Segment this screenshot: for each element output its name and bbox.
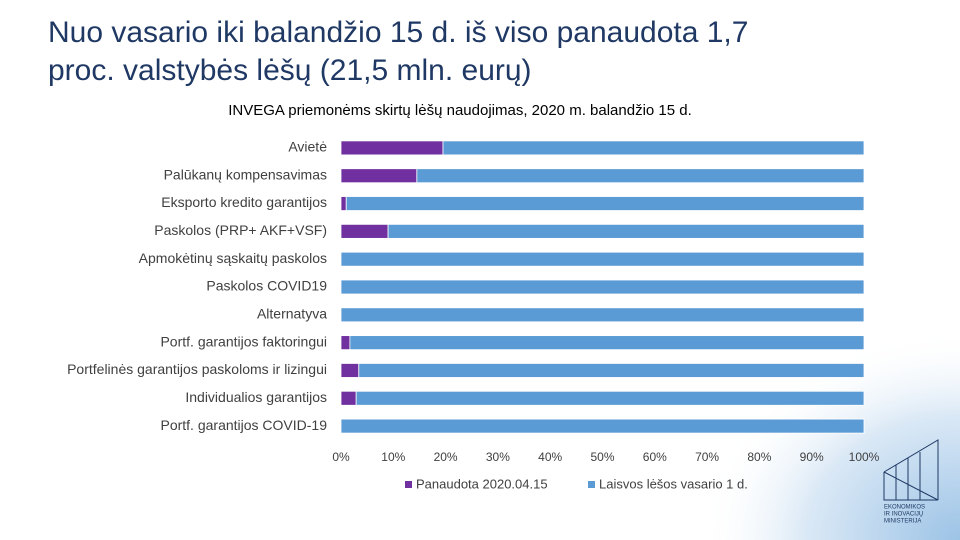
logo-text: MINISTERIJA	[884, 519, 921, 525]
legend-swatch	[405, 481, 412, 488]
y-tick-label: Avietė	[288, 139, 327, 155]
bar-segment	[340, 363, 360, 378]
bar-segment	[340, 307, 865, 323]
logo	[883, 439, 939, 501]
logo-mark	[883, 439, 939, 501]
bar-segment	[387, 223, 865, 239]
y-tick-label: Alternatyva	[257, 306, 327, 322]
x-tick-label: 100%	[849, 450, 880, 464]
x-tick-label: 10%	[381, 450, 405, 464]
bar-segment	[340, 251, 865, 267]
x-tick-label: 40%	[538, 450, 562, 464]
x-tick-label: 80%	[747, 450, 771, 464]
y-tick-label: Individualios garantijos	[185, 389, 327, 405]
bar-segment	[349, 335, 865, 351]
y-tick-label: Apmokėtinų sąskaitų paskolos	[139, 250, 327, 266]
y-tick-label: Portfelinės garantijos paskoloms ir lizi…	[67, 361, 327, 377]
bar-segment	[340, 335, 351, 351]
x-tick-label: 20%	[434, 450, 458, 464]
slide-title: Nuo vasario iki balandžio 15 d. iš viso …	[48, 16, 748, 49]
x-tick-label: 0%	[332, 450, 350, 464]
bar-segment	[442, 140, 865, 156]
slide-title: proc. valstybės lėšų (21,5 mln. eurų)	[48, 54, 532, 87]
y-tick-label: Paskolos (PRP+ AKF+VSF)	[154, 222, 327, 238]
y-tick-label: Paskolos COVID19	[206, 278, 327, 294]
bar-segment	[340, 140, 444, 156]
x-tick-label: 90%	[800, 450, 824, 464]
x-tick-label: 50%	[590, 450, 614, 464]
x-tick-label: 30%	[486, 450, 510, 464]
bar-segment	[355, 390, 865, 406]
legend-swatch	[588, 481, 595, 488]
legend-label: Laisvos lėšos vasario 1 d.	[599, 476, 748, 491]
bar-segment	[340, 168, 418, 184]
bar-segment	[340, 223, 389, 239]
x-tick-label: 60%	[643, 450, 667, 464]
bar-segment	[358, 363, 865, 378]
x-tick-label: 70%	[695, 450, 719, 464]
y-tick-label: Eksporto kredito garantijos	[161, 194, 327, 210]
bar-segment	[345, 196, 865, 211]
chart-title: INVEGA priemonėms skirtų lėšų naudojimas…	[228, 102, 692, 119]
y-tick-label: Portf. garantijos COVID-19	[160, 417, 327, 433]
bar-segment	[340, 418, 865, 434]
y-tick-label: Palūkanų kompensavimas	[164, 166, 327, 182]
bar-segment	[340, 390, 357, 406]
bar-segment	[340, 279, 865, 295]
legend-label: Panaudota 2020.04.15	[416, 476, 548, 491]
bar-segment	[416, 168, 865, 184]
y-tick-label: Portf. garantijos faktoringui	[160, 333, 327, 349]
logo-text: EKONOMIKOS	[884, 505, 925, 511]
logo-text: IR INOVACIJŲ	[884, 512, 923, 518]
bar-segment	[340, 196, 347, 211]
